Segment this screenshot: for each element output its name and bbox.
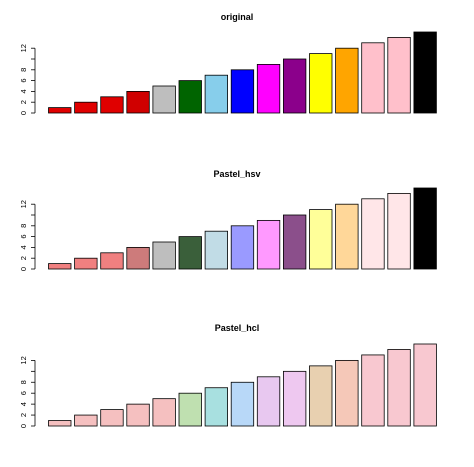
- bar-8: [230, 225, 255, 270]
- bar-5: [152, 85, 176, 114]
- chart-title: Pastel_hcl: [215, 323, 260, 333]
- bar-15: [413, 31, 437, 114]
- bar-2: [74, 414, 98, 427]
- bar-12: [335, 359, 359, 427]
- bar-4: [126, 403, 150, 427]
- chart-panel-2: Pastel_hsv 0 2 4 6 8 12: [19, 169, 437, 271]
- bar-8: [230, 381, 255, 427]
- bar-2: [74, 101, 98, 114]
- y-tick-label: 6: [19, 235, 28, 239]
- bar-4: [126, 91, 150, 114]
- y-tick-label: 8: [19, 68, 28, 72]
- y-tick-label: 6: [19, 79, 28, 83]
- bar-12: [335, 47, 359, 114]
- bar-3: [100, 96, 124, 114]
- bar-10: [282, 58, 307, 114]
- bar-12: [335, 203, 359, 270]
- bar-14: [387, 37, 411, 114]
- bar-6: [178, 80, 202, 114]
- bar-13: [361, 42, 385, 114]
- bar-13: [361, 198, 385, 270]
- bar-7: [204, 230, 229, 270]
- bar-15: [413, 187, 437, 270]
- bar-6: [178, 236, 202, 270]
- y-tick-label: 12: [19, 44, 28, 52]
- bar-11: [309, 53, 333, 114]
- y-tick-label: 2: [19, 256, 28, 260]
- y-tick-label: 2: [19, 413, 28, 417]
- bar-5: [152, 398, 176, 427]
- bar-9: [256, 64, 281, 114]
- y-tick-label: 0: [19, 267, 28, 271]
- y-tick-label: 4: [19, 89, 28, 93]
- bar-2: [74, 257, 98, 270]
- bar-4: [126, 246, 150, 270]
- y-tick-label: 4: [19, 402, 28, 406]
- bar-15: [413, 343, 437, 427]
- chart-panel-3: Pastel_hcl 0 2 4 6 8 12: [19, 323, 437, 428]
- y-tick-label: 8: [19, 380, 28, 384]
- y-tick-label: 2: [19, 100, 28, 104]
- bar-14: [387, 349, 411, 427]
- bar-7: [204, 387, 229, 427]
- bar-1: [48, 263, 72, 270]
- bar-1: [48, 107, 72, 114]
- bar-6: [178, 392, 202, 427]
- bar-14: [387, 192, 411, 270]
- bar-3: [100, 409, 124, 427]
- bar-10: [282, 214, 307, 270]
- y-tick-label: 4: [19, 245, 28, 249]
- bar-11: [309, 209, 333, 270]
- bar-3: [100, 252, 124, 270]
- y-tick-label: 8: [19, 224, 28, 228]
- chart-panel-1: original 0 2 4 6 8 12: [19, 12, 437, 115]
- y-tick-label: 0: [19, 424, 28, 428]
- bar-10: [282, 370, 307, 427]
- bar-1: [48, 420, 72, 427]
- bar-7: [204, 74, 229, 114]
- y-tick-label: 12: [19, 200, 28, 208]
- bar-13: [361, 354, 385, 427]
- y-tick-label: 12: [19, 356, 28, 364]
- bar-9: [256, 376, 281, 427]
- chart-title: original: [221, 12, 254, 22]
- bar-5: [152, 241, 176, 270]
- bar-9: [256, 219, 281, 270]
- chart-title: Pastel_hsv: [213, 169, 260, 179]
- bar-11: [309, 365, 333, 427]
- y-tick-label: 6: [19, 391, 28, 395]
- bar-8: [230, 69, 255, 114]
- y-tick-label: 0: [19, 111, 28, 115]
